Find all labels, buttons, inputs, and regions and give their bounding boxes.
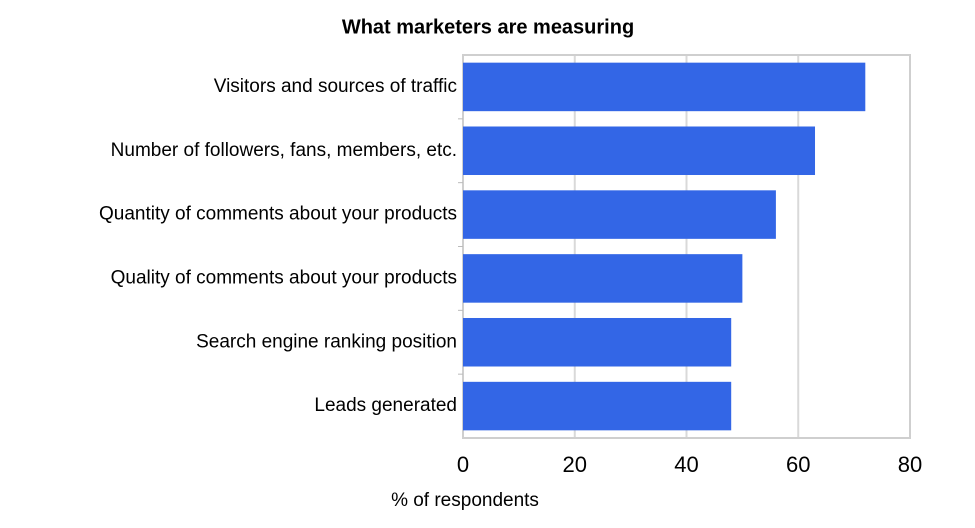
bar <box>463 62 866 112</box>
chart-title: What marketers are measuring <box>342 16 634 38</box>
bar <box>463 254 743 303</box>
x-tick-label: 20 <box>563 452 587 477</box>
bar <box>463 190 776 239</box>
y-tick-label: Search engine ranking position <box>196 331 457 352</box>
x-tick-label: 80 <box>898 452 922 477</box>
x-tick-label: 0 <box>457 452 469 477</box>
y-tick-label: Quality of comments about your products <box>111 267 457 288</box>
x-tick-label: 60 <box>786 452 810 477</box>
y-tick-label: Visitors and sources of traffic <box>214 76 457 97</box>
y-tick-label: Leads generated <box>314 395 457 416</box>
bar <box>463 126 816 176</box>
y-tick-label: Quantity of comments about your products <box>99 204 457 225</box>
bar <box>463 381 732 431</box>
y-tick-label: Number of followers, fans, members, etc. <box>111 140 457 161</box>
x-axis-label: % of respondents <box>391 490 539 511</box>
bar <box>463 317 732 367</box>
x-tick-label: 40 <box>674 452 698 477</box>
